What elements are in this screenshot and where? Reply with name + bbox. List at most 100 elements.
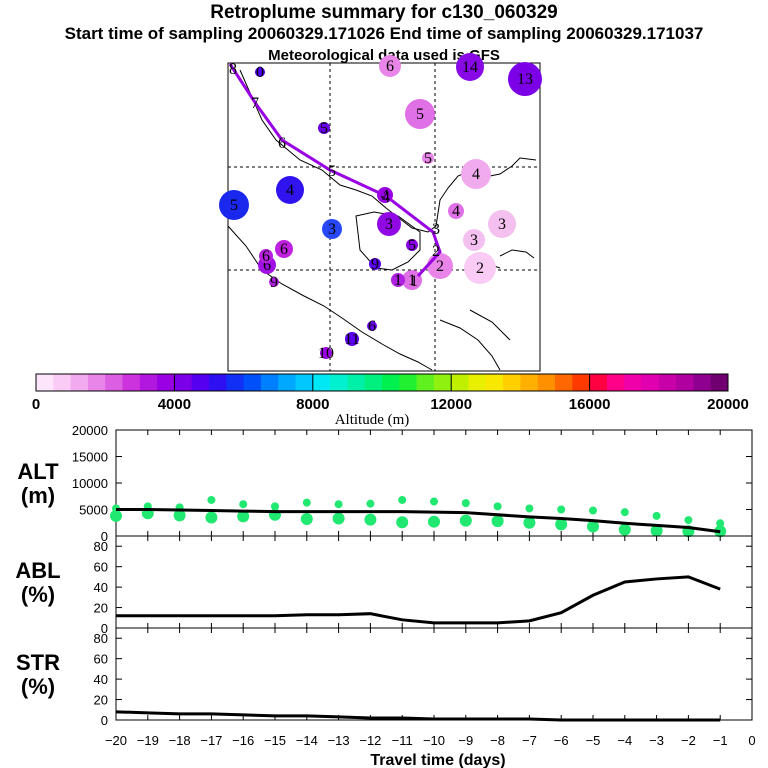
- sampling-times: Start time of sampling 20060329.171026 E…: [64, 24, 704, 43]
- x-tick-label: −6: [554, 733, 569, 748]
- altitude-point: [364, 513, 377, 526]
- y-tick-label: 5000: [79, 503, 108, 518]
- colorbar-cell: [191, 374, 210, 391]
- colorbar-tick-label: 20000: [707, 396, 749, 413]
- colorbar-tick-label: 0: [32, 396, 40, 413]
- plume-circle: [379, 55, 401, 77]
- colorbar-cell: [589, 374, 608, 391]
- plume-circle-label: 3: [470, 232, 478, 249]
- x-tick-label: −16: [232, 733, 254, 748]
- plume-circle-label: 5: [230, 197, 238, 214]
- coastline-east: [439, 309, 511, 371]
- altitude-point: [428, 515, 440, 528]
- panel-str: 80 60 40 20 0 STR(%): [16, 627, 753, 728]
- colorbar-cell: [36, 374, 54, 391]
- plume-circle: [391, 273, 405, 287]
- y-tick-label: 0: [101, 621, 108, 636]
- colorbar-cell: [122, 374, 141, 391]
- colorbar-cell: [209, 374, 227, 391]
- colorbar-cell: [520, 374, 539, 391]
- altitude-point: [110, 509, 122, 522]
- plume-circle-label: 5: [424, 150, 432, 167]
- plume-circle-label: 3: [328, 221, 336, 238]
- panel-frame: [115, 535, 753, 629]
- altitude-point: [650, 524, 663, 537]
- colorbar-cell: [174, 374, 193, 391]
- x-tick-label: −2: [681, 733, 696, 748]
- panel-unit: (%): [21, 674, 55, 699]
- x-tick-label: −18: [169, 733, 191, 748]
- colorbar-tick-label: 16000: [569, 396, 611, 413]
- altitude-point: [302, 498, 311, 507]
- coastline-north: [239, 69, 537, 233]
- colorbar-cell: [451, 374, 469, 391]
- trajectory-day-label: 3: [432, 221, 440, 238]
- x-tick-label: −19: [137, 733, 159, 748]
- altitude-point: [618, 523, 631, 536]
- plume-circle: [508, 62, 542, 96]
- colorbar-cell: [139, 374, 158, 391]
- plume-circle-label: 3: [385, 216, 393, 233]
- plume-circle-label: 4: [472, 166, 480, 183]
- colorbar-cell: [624, 374, 642, 391]
- y-tick-label: 40: [94, 580, 108, 595]
- plume-circle-label: 14: [462, 59, 478, 76]
- plume-circle-label: 9: [270, 274, 278, 291]
- altitude-point: [493, 502, 502, 511]
- altitude-point: [525, 504, 534, 513]
- altitude-point: [366, 499, 375, 508]
- plume-circle-label: 1: [408, 272, 416, 289]
- plume-circle: [367, 321, 377, 331]
- colorbar-cell: [70, 374, 89, 391]
- colorbar-cell: [260, 374, 279, 391]
- time-series-panels: 20000150001000050000ALT(m)806040200ABL(%…: [15, 423, 755, 748]
- colorbar-tick-label: 12000: [430, 396, 472, 413]
- colorbar: 0 4000 8000 12000 16000 20000 Altitude (m): [32, 373, 749, 428]
- y-tick-label: 80: [94, 631, 108, 646]
- chart-title: Retroplume summary for c130_060329: [210, 2, 558, 23]
- altitude-point: [205, 511, 218, 524]
- panel-abl: 80 60 40 20 0 ABL(%): [15, 535, 753, 636]
- colorbar-cell: [676, 374, 694, 391]
- y-tick-label: 20: [94, 693, 108, 708]
- colorbar-tick-label: 4000: [158, 396, 191, 413]
- colorbar-cell: [433, 374, 452, 391]
- altitude-point: [587, 520, 599, 533]
- altitude-point: [716, 519, 725, 528]
- colorbar-cell: [693, 374, 712, 391]
- plume-circle-label: 9: [371, 256, 379, 273]
- plume-circle-label: 4: [286, 182, 294, 199]
- plume-circle-label: 5: [416, 106, 424, 123]
- plume-circle: [448, 203, 464, 219]
- colorbar-cell: [572, 374, 591, 391]
- str-line: [115, 710, 721, 722]
- plume-circle: [322, 219, 342, 239]
- plume-circle-label: 6: [262, 248, 270, 265]
- y-tick-label: 0: [101, 713, 108, 728]
- x-tick-label: −5: [586, 733, 601, 748]
- plume-circle-label: 13: [517, 71, 533, 88]
- colorbar-cell: [555, 374, 573, 391]
- x-tick-label: −20: [105, 733, 127, 748]
- plume-circle: [422, 152, 434, 164]
- plume-circle: [269, 277, 279, 287]
- altitude-point: [398, 495, 407, 504]
- plume-circle-label: 2: [476, 260, 484, 277]
- altitude-point: [461, 499, 470, 508]
- plume-circle-label: 5: [320, 120, 328, 137]
- plume-circle-label: 2: [436, 258, 444, 275]
- y-tick-label: 80: [94, 539, 108, 554]
- colorbar-cell: [278, 374, 296, 391]
- colorbar-cell: [658, 374, 677, 391]
- x-tick-label: −11: [392, 733, 413, 748]
- colorbar-label: Altitude (m): [335, 412, 410, 428]
- altitude-point: [652, 511, 661, 520]
- x-tick-label: −12: [359, 733, 381, 748]
- plume-circle-label: 6: [386, 58, 394, 75]
- colorbar-cell: [382, 374, 400, 391]
- x-tick-label: −10: [423, 733, 445, 748]
- plume-circle-label: 4: [452, 203, 460, 220]
